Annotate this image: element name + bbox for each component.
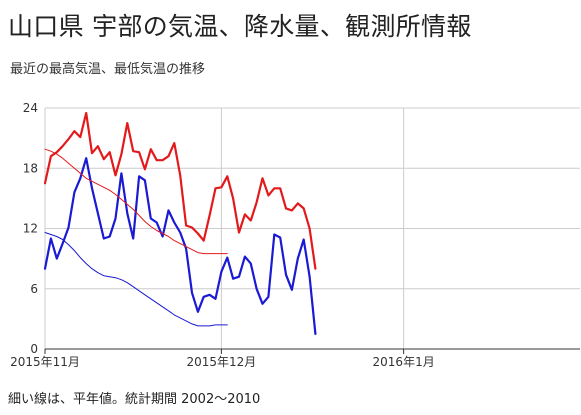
high-temp-line bbox=[43, 111, 317, 270]
y-tick-label: 12 bbox=[23, 222, 38, 236]
y-tick-label: 0 bbox=[30, 342, 38, 356]
axes: 0 6 12 18 24 2015年11月 2015年12月 2016年1月 bbox=[10, 101, 580, 369]
footnote: 細い線は、平年値。統計期間 2002～2010 bbox=[8, 392, 261, 407]
y-tick-label: 24 bbox=[23, 101, 38, 115]
chart-subtitle: 最近の最高気温、最低気温の推移 bbox=[10, 62, 206, 77]
x-tick-label: 2015年11月 bbox=[10, 355, 80, 369]
x-tick-label: 2015年12月 bbox=[186, 355, 256, 369]
x-tick-label: 2016年1月 bbox=[373, 355, 435, 369]
low-temp-line bbox=[43, 157, 317, 335]
page-title: 山口県 宇部の気温、降水量、観測所情報 bbox=[8, 12, 472, 41]
high-normal-line bbox=[44, 148, 228, 255]
low-normal-line bbox=[44, 232, 228, 327]
y-tick-label: 18 bbox=[23, 161, 38, 175]
y-tick-label: 6 bbox=[30, 282, 38, 296]
series-lines bbox=[43, 111, 317, 335]
